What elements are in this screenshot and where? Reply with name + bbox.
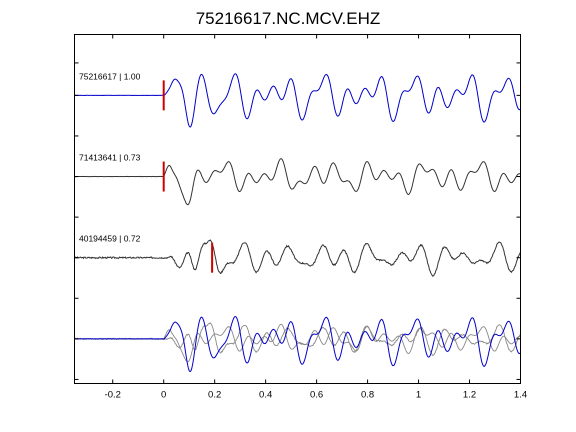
x-tick-label: 0.4 xyxy=(259,390,272,401)
x-tick-label: 1.2 xyxy=(463,390,476,401)
x-tick-label: 0.6 xyxy=(310,390,323,401)
ticks-layer: -0.2 0 0.2 0.4 0.6 0.8 1 1.2 1.4 xyxy=(74,34,527,401)
traces-layer xyxy=(74,73,521,373)
labels-layer: 75216617 | 1.00 71413641 | 0.73 40194459 |… xyxy=(79,71,141,243)
plot-frame xyxy=(74,34,521,384)
chart-title: 75216617.NC.MCV.EHZ xyxy=(196,9,381,28)
trace-75216617-line xyxy=(74,73,521,128)
x-tick-label: -0.2 xyxy=(105,390,121,401)
picks-layer xyxy=(162,80,214,273)
trace-71413641-line xyxy=(74,158,521,206)
x-tick-label: 0.8 xyxy=(361,390,374,401)
x-tick-label: 1 xyxy=(416,390,421,401)
overlay-trace-75216617-line xyxy=(74,316,521,373)
trace-label-40194459: 40194459 | 0.72 xyxy=(79,234,141,244)
x-tick-label: 1.4 xyxy=(514,390,527,401)
trace-label-75216617: 75216617 | 1.00 xyxy=(79,71,141,81)
x-tick-label: 0.2 xyxy=(208,390,221,401)
x-tick-label: 0 xyxy=(161,390,166,401)
trace-label-71413641: 71413641 | 0.73 xyxy=(79,153,141,163)
trace-40194459-line xyxy=(74,239,521,277)
